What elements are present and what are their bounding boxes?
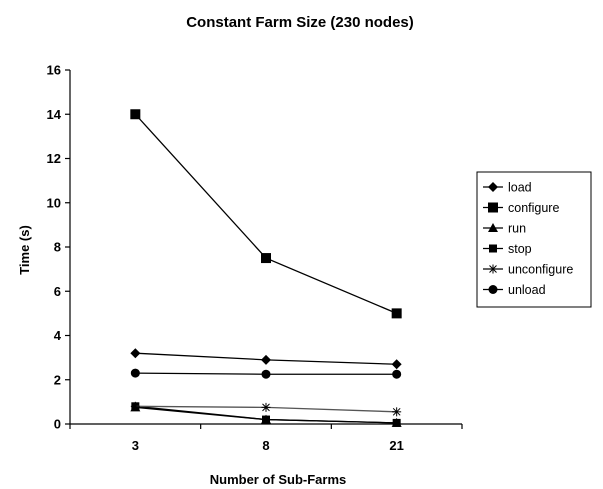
data-point-configure <box>261 253 271 264</box>
legend-marker-run <box>488 223 498 232</box>
data-point-load <box>130 348 141 359</box>
x-axis-label: Number of Sub-Farms <box>210 472 347 487</box>
data-point-unload <box>392 369 402 379</box>
y-tick-label: 16 <box>47 63 61 78</box>
data-point-unconfigure <box>392 407 402 417</box>
x-tick-label: 3 <box>132 438 139 453</box>
legend-marker-unload <box>488 285 498 294</box>
y-tick-label: 12 <box>47 151 61 166</box>
data-point-configure <box>391 308 402 319</box>
legend-label-run: run <box>508 222 526 236</box>
y-axis-label: Time (s) <box>17 225 32 275</box>
legend-label-stop: stop <box>508 242 532 256</box>
y-tick-label: 2 <box>54 372 61 387</box>
legend-label-unconfigure: unconfigure <box>508 263 573 277</box>
legend-label-unload: unload <box>508 283 546 297</box>
y-tick-label: 10 <box>47 195 61 210</box>
legend-marker-unconfigure <box>488 264 498 274</box>
data-point-unconfigure <box>261 402 271 412</box>
x-tick-label: 21 <box>389 438 403 453</box>
legend-label-configure: configure <box>508 201 559 215</box>
data-point-load <box>391 359 402 370</box>
plot-area: 0 2 4 6 8 10 12 14 16 3 8 21 <box>47 63 463 453</box>
y-tick-label: 4 <box>54 328 62 343</box>
y-tick-label: 8 <box>54 240 61 255</box>
legend-marker-configure <box>488 202 498 213</box>
data-point-unload <box>261 369 271 379</box>
legend-marker-stop <box>489 244 497 253</box>
y-tick-label: 6 <box>54 284 61 299</box>
x-tick-label: 8 <box>262 438 269 453</box>
data-point-configure <box>130 109 141 120</box>
data-point-unload <box>130 368 140 378</box>
data-point-unconfigure <box>130 401 140 411</box>
data-point-stop <box>262 415 270 424</box>
chart-title: Constant Farm Size (230 nodes) <box>186 14 414 31</box>
data-point-stop <box>392 418 401 427</box>
series-line-configure <box>134 113 397 314</box>
legend: load configure run stop unconfigure unload <box>476 171 592 308</box>
y-tick-label: 0 <box>54 417 61 432</box>
legend-label-load: load <box>508 181 532 195</box>
data-point-load <box>261 354 271 365</box>
legend-box <box>476 171 592 308</box>
y-tick-label: 14 <box>47 107 62 122</box>
legend-marker-load <box>488 182 498 192</box>
